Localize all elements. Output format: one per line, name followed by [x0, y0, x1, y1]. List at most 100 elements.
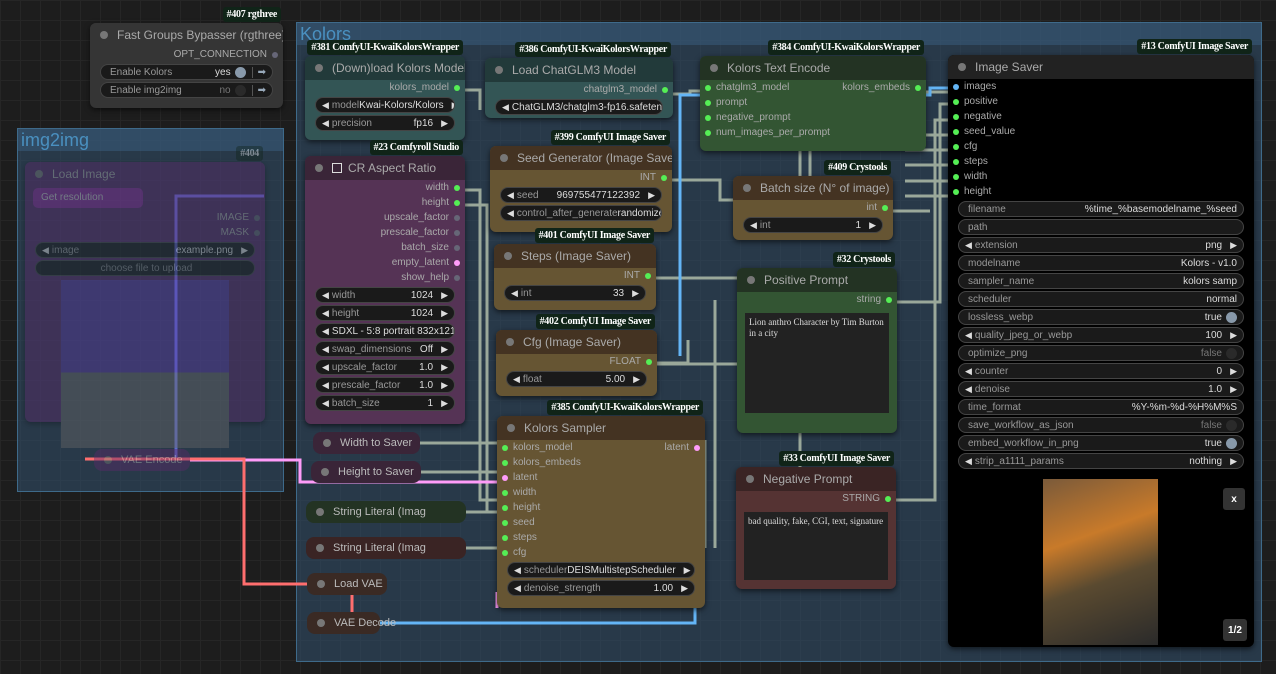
increment-arrow-icon[interactable]: ▶	[681, 582, 688, 593]
collapse-dot-icon[interactable]	[104, 456, 112, 464]
group-img2img[interactable]: img2img	[17, 128, 284, 492]
node-kolors-text-encode[interactable]: Kolors Text Encode chatglm3_model kolors_e…	[700, 56, 926, 151]
toggle-icon[interactable]	[234, 66, 246, 78]
output-slot[interactable]: FLOAT	[610, 356, 652, 367]
output-slot[interactable]: INT	[624, 270, 651, 281]
node-fast-groups-bypasser-rgthree[interactable]: Fast Groups Bypasser (rgthree) OPT_CONNEC…	[90, 23, 283, 108]
widget-embed-workflow-in-png[interactable]: embed_workflow_in_png true	[958, 435, 1244, 451]
input-slot[interactable]: width	[502, 487, 536, 498]
output-socket-icon[interactable]	[272, 51, 278, 58]
output-slot[interactable]: STRING	[842, 493, 891, 504]
decrement-arrow-icon[interactable]: ◀	[322, 99, 329, 110]
collapse-dot-icon[interactable]	[958, 63, 966, 71]
input-slot[interactable]: seed	[502, 517, 535, 528]
decrement-arrow-icon[interactable]: ◀	[965, 455, 972, 466]
decrement-arrow-icon[interactable]: ◀	[513, 373, 520, 384]
input-socket-icon[interactable]	[502, 519, 508, 526]
output-socket-icon[interactable]	[454, 244, 460, 251]
node-title-bar[interactable]: Cfg (Image Saver)	[496, 330, 657, 354]
node-title-bar[interactable]: Kolors Text Encode	[700, 56, 926, 80]
node-title-bar[interactable]: Load Image	[25, 162, 265, 186]
node-title-bar[interactable]: Image Saver	[948, 55, 1254, 79]
increment-arrow-icon[interactable]: ▶	[633, 373, 640, 384]
widget-scheduler[interactable]: scheduler normal	[958, 291, 1244, 307]
output-socket-icon[interactable]	[454, 199, 460, 206]
input-slot[interactable]: height	[502, 502, 540, 513]
increment-arrow-icon[interactable]: ▶	[1230, 329, 1237, 340]
increment-arrow-icon[interactable]: ▶	[1230, 383, 1237, 394]
output-slot[interactable]: empty_latent	[392, 257, 460, 268]
widget-value[interactable]: ◀SDXL - 5:8 portrait 832x1216▶	[315, 323, 455, 339]
increment-arrow-icon[interactable]: ▶	[648, 189, 655, 200]
collapse-dot-icon[interactable]	[35, 170, 43, 178]
input-socket-icon[interactable]	[502, 474, 508, 481]
widget-seed[interactable]: ◀ seed 969755477122392 ▶	[500, 187, 662, 203]
toggle-icon[interactable]	[1226, 347, 1237, 359]
output-socket-icon[interactable]	[254, 229, 260, 236]
output-slot[interactable]: INT	[640, 172, 667, 183]
node-title-bar[interactable]: Negative Prompt	[736, 467, 896, 491]
widget-path[interactable]: path	[958, 219, 1244, 235]
output-socket-icon[interactable]	[886, 296, 892, 303]
input-socket-icon[interactable]	[705, 84, 711, 91]
widget-lossless-webp[interactable]: lossless_webp true	[958, 309, 1244, 325]
output-slot[interactable]: kolors_model	[390, 82, 460, 93]
widget-enable-kolors[interactable]: Enable Kolors yes ➡	[100, 64, 273, 80]
widget-precision[interactable]: ◀ precision fp16 ▶	[315, 115, 455, 131]
widget-value[interactable]: ◀ChatGLM3/chatglm3-fp16.safetensors▶	[495, 99, 663, 115]
widget-float[interactable]: ◀ float 5.00 ▶	[506, 371, 647, 387]
page-indicator[interactable]: 1/2	[1223, 619, 1247, 641]
input-slot[interactable]: negative_prompt	[705, 112, 791, 123]
input-socket-icon[interactable]	[953, 158, 959, 165]
collapse-dot-icon[interactable]	[743, 184, 751, 192]
widget-int[interactable]: ◀ int 1 ▶	[743, 217, 883, 233]
output-slot[interactable]: kolors_embeds	[842, 82, 921, 93]
node-title-bar[interactable]: Load ChatGLM3 Model	[485, 58, 673, 82]
node-load-chatglm3-model[interactable]: Load ChatGLM3 Model chatglm3_model ◀ ChatGL…	[485, 58, 673, 118]
node-positive-prompt[interactable]: Positive Prompt string Lion anthro Charact…	[737, 268, 897, 433]
input-socket-icon[interactable]	[953, 143, 959, 150]
input-socket-icon[interactable]	[953, 98, 959, 105]
node-load-image[interactable]: Load Image Get resolution IMAGE MASK ◀ image e…	[25, 162, 265, 448]
collapsed-node-string-literal-imag[interactable]: String Literal (Imag	[306, 537, 466, 559]
node-title-bar[interactable]: CR Aspect Ratio	[305, 156, 465, 180]
increment-arrow-icon[interactable]: ▶	[683, 564, 691, 575]
increment-arrow-icon[interactable]: ▶	[1230, 365, 1237, 376]
collapsed-node-width-to-saver[interactable]: Width to Saver	[313, 432, 420, 454]
output-slot[interactable]: show_help	[401, 272, 460, 283]
output-slot[interactable]: string	[857, 294, 892, 305]
decrement-arrow-icon[interactable]: ◀	[322, 117, 329, 128]
decrement-arrow-icon[interactable]: ◀	[965, 239, 972, 250]
decrement-arrow-icon[interactable]: ◀	[42, 244, 49, 255]
widget-denoise-strength[interactable]: ◀ denoise_strength 1.00 ▶	[507, 580, 695, 596]
decrement-arrow-icon[interactable]: ◀	[322, 289, 329, 300]
widget-time-format[interactable]: time_format %Y-%m-%d-%H%M%S	[958, 399, 1244, 415]
increment-arrow-icon[interactable]: ▶	[632, 287, 639, 298]
collapse-dot-icon[interactable]	[317, 580, 325, 588]
output-slot[interactable]: height	[422, 197, 460, 208]
decrement-arrow-icon[interactable]: ◀	[514, 564, 521, 575]
input-slot[interactable]: num_images_per_prompt	[705, 127, 830, 138]
output-socket-icon[interactable]	[254, 214, 260, 221]
collapse-dot-icon[interactable]	[316, 508, 324, 516]
input-socket-icon[interactable]	[502, 459, 508, 466]
collapse-dot-icon[interactable]	[317, 619, 325, 627]
input-slot[interactable]: cfg	[502, 547, 526, 558]
input-socket-icon[interactable]	[502, 489, 508, 496]
increment-arrow-icon[interactable]: ▶	[441, 307, 448, 318]
output-socket-icon[interactable]	[882, 204, 888, 211]
widget-int[interactable]: ◀ int 33 ▶	[504, 285, 646, 301]
output-socket-icon[interactable]	[454, 274, 460, 281]
output-socket-icon[interactable]	[454, 259, 460, 266]
output-socket-icon[interactable]	[454, 229, 460, 236]
node-cfg-image-saver[interactable]: Cfg (Image Saver) FLOAT ◀ float 5.00 ▶	[496, 330, 657, 396]
node-negative-prompt[interactable]: Negative Prompt STRING bad quality, fake, …	[736, 467, 896, 589]
input-slot[interactable]: kolors_model	[502, 442, 572, 453]
input-slot[interactable]: kolors_embeds	[502, 457, 581, 468]
input-socket-icon[interactable]	[705, 114, 711, 121]
collapse-dot-icon[interactable]	[495, 66, 503, 74]
decrement-arrow-icon[interactable]: ◀	[322, 379, 329, 390]
decrement-arrow-icon[interactable]: ◀	[322, 325, 329, 336]
